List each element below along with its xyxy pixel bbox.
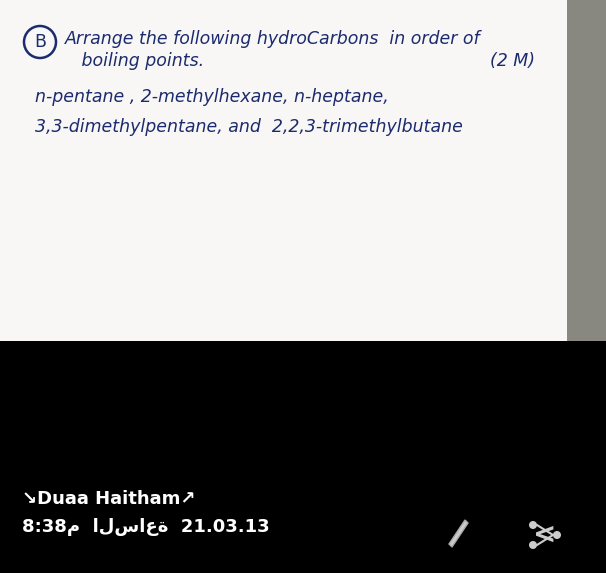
Bar [0, 0, 606, 341]
Circle shape [529, 541, 537, 549]
Text: ↘Duaa Haitham↗: ↘Duaa Haitham↗ [22, 490, 196, 508]
Bar [0, 0, 567, 341]
Text: boiling points.: boiling points. [65, 52, 204, 70]
Bar [567, 0, 606, 341]
Circle shape [553, 531, 561, 539]
Text: (2 M): (2 M) [490, 52, 535, 70]
Text: n-pentane , 2-methylhexane, n-heptane,: n-pentane , 2-methylhexane, n-heptane, [35, 88, 389, 106]
Polygon shape [449, 520, 468, 547]
Circle shape [529, 521, 537, 529]
Text: Arrange the following hydroCarbons  in order of: Arrange the following hydroCarbons in or… [65, 30, 481, 48]
Text: B: B [34, 33, 46, 51]
Text: 3,3-dimethylpentane, and  2,2,3-trimethylbutane: 3,3-dimethylpentane, and 2,2,3-trimethyl… [35, 118, 463, 136]
Text: 8:38م  الساعة  21.03.13: 8:38م الساعة 21.03.13 [22, 518, 270, 536]
Text: <: < [533, 521, 557, 549]
